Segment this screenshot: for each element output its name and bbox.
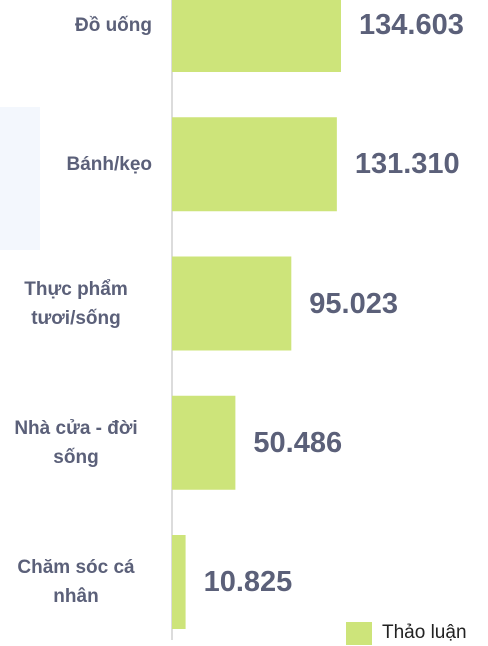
category-text: Chăm sóc cá nhân <box>17 557 135 607</box>
legend-swatch <box>346 622 372 645</box>
category-label: Bánh/kẹo <box>0 124 152 204</box>
bar <box>172 256 292 351</box>
category-label: Đồ uống <box>0 0 152 65</box>
category-text: Nhà cửa - đời sống <box>14 417 138 468</box>
bar <box>172 535 186 629</box>
value-label: 134.603 <box>359 9 464 41</box>
value-label: 95.023 <box>309 287 398 320</box>
bar <box>172 395 236 490</box>
category-label: Thực phẩm tươi/sống <box>0 264 152 344</box>
category-label: Chăm sóc cá nhân <box>0 542 152 622</box>
category-label: Nhà cửa - đời sống <box>0 403 152 483</box>
category-text: Thực phẩm tươi/sống <box>24 278 128 329</box>
value-label: 10.825 <box>203 566 293 598</box>
value-label: 131.310 <box>354 148 460 181</box>
category-text: Đồ uống <box>74 14 152 36</box>
background-decoration <box>0 107 40 250</box>
value-label: 50.486 <box>253 426 343 459</box>
category-text: Bánh/kẹo <box>66 153 152 175</box>
bar <box>172 0 341 72</box>
bar <box>172 117 337 212</box>
legend-label: Thảo luận <box>382 622 467 643</box>
